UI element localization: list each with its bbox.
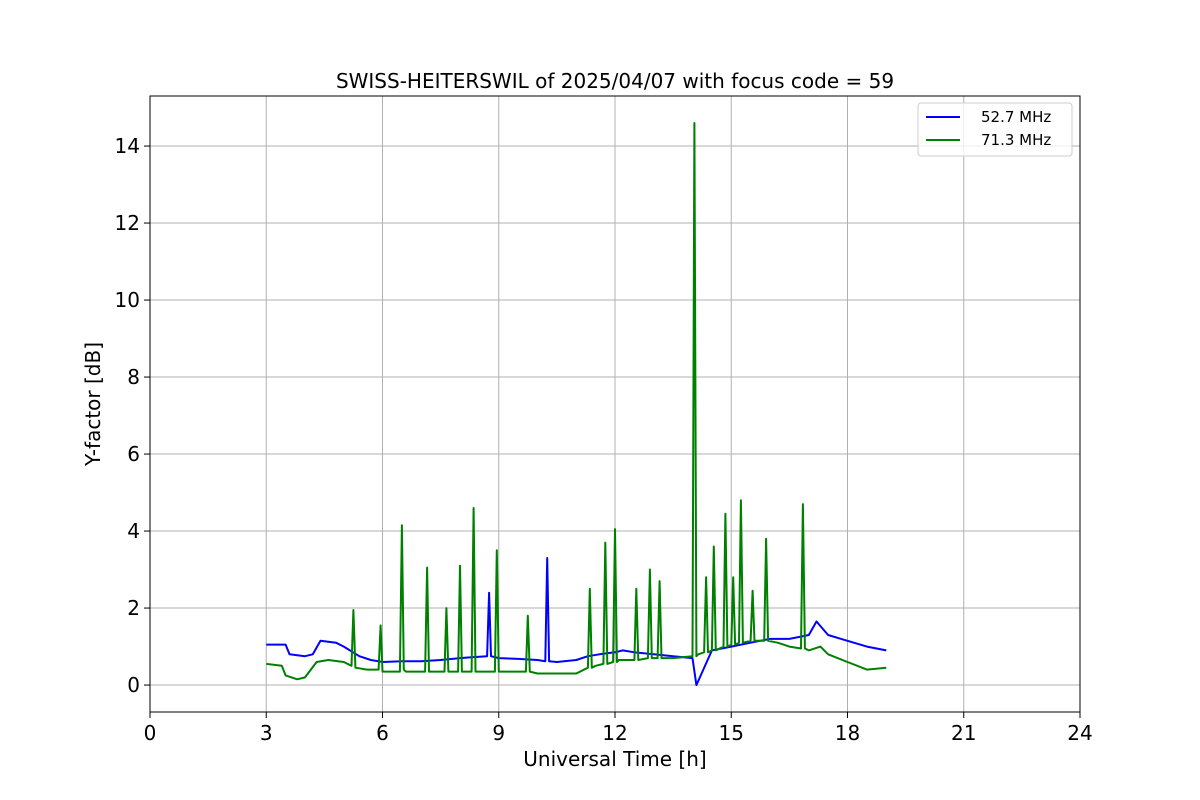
series-line-71-3-mhz (266, 122, 887, 681)
y-axis: 0 2 4 6 8 10 12 14 (115, 134, 150, 697)
x-axis-label: Universal Time [h] (523, 747, 706, 771)
x-tick-label: 9 (492, 721, 505, 745)
legend-label-71-3-mhz: 71.3 MHz (981, 131, 1051, 149)
legend: 52.7 MHz 71.3 MHz (917, 102, 1073, 157)
y-tick-label: 12 (115, 211, 140, 235)
y-tick-label: 10 (115, 288, 140, 312)
x-axis: 0 3 6 9 12 15 18 21 24 (144, 712, 1093, 745)
y-tick-label: 2 (127, 596, 140, 620)
x-tick-label: 12 (602, 721, 627, 745)
y-axis-label: Y-factor [dB] (81, 342, 105, 467)
chart-title: SWISS-HEITERSWIL of 2025/04/07 with focu… (336, 69, 894, 93)
x-tick-label: 0 (144, 721, 157, 745)
y-tick-label: 6 (127, 442, 140, 466)
x-tick-label: 21 (951, 721, 976, 745)
legend-label-52-7-mhz: 52.7 MHz (981, 108, 1051, 126)
y-tick-label: 8 (127, 365, 140, 389)
y-tick-label: 14 (115, 134, 140, 158)
x-tick-label: 18 (835, 721, 860, 745)
x-tick-label: 24 (1067, 721, 1092, 745)
x-tick-label: 3 (260, 721, 273, 745)
series-layer (266, 122, 887, 687)
y-tick-label: 4 (127, 519, 140, 543)
y-tick-label: 0 (127, 673, 140, 697)
x-tick-label: 15 (719, 721, 744, 745)
x-tick-label: 6 (376, 721, 389, 745)
